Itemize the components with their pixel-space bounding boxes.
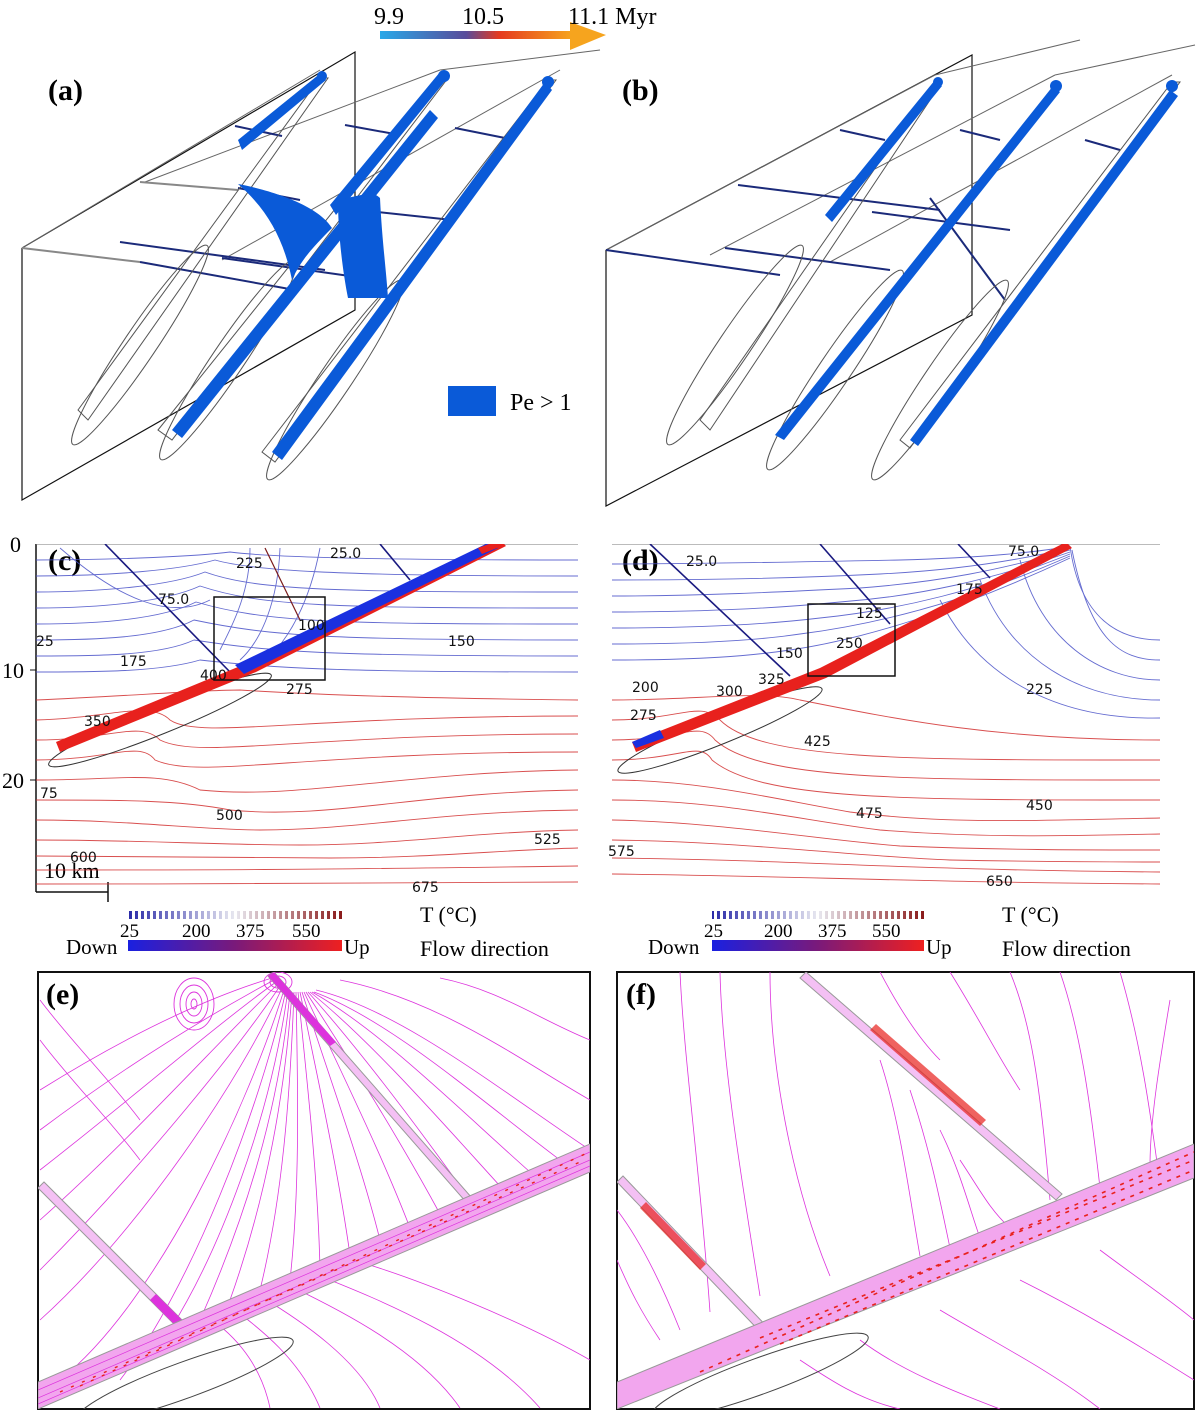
panel-c-label-175: 175 bbox=[120, 654, 147, 670]
panel-d-contour-labels: 25.0 75.0 175 125 250 150 325 300 200 27… bbox=[608, 544, 1053, 890]
panel-d-label-275: 275 bbox=[630, 708, 657, 724]
panel-d-label-650: 650 bbox=[986, 874, 1013, 890]
panel-c-colorbars: 25 200 375 550 Down Up T (°C) Flow direc… bbox=[66, 902, 549, 961]
panel-c-label-225: 225 bbox=[236, 556, 263, 572]
panel-a: (a) bbox=[21, 49, 601, 502]
panel-c-label-75: 75 bbox=[40, 786, 58, 802]
panel-d-label-225: 225 bbox=[1026, 682, 1053, 698]
time-label-end: 11.1 Myr bbox=[568, 4, 656, 30]
panel-b-wireframe bbox=[605, 39, 1196, 263]
panel-c-temp-tick-25: 25 bbox=[120, 921, 139, 942]
panel-d-label-450: 450 bbox=[1026, 798, 1053, 814]
time-label-start: 9.9 bbox=[374, 4, 404, 30]
panel-d-label-425: 425 bbox=[804, 734, 831, 750]
panel-f: (f) bbox=[616, 971, 1195, 1410]
pe-legend-swatch bbox=[448, 386, 496, 416]
panel-d-label-325: 325 bbox=[758, 672, 785, 688]
panel-c-label-25-0: 25.0 bbox=[330, 546, 361, 562]
panel-f-streamlines bbox=[617, 972, 1194, 1409]
panel-c-down-label: Down bbox=[66, 935, 118, 959]
time-colorbar: 9.9 10.5 11.1 Myr bbox=[374, 4, 656, 50]
panel-c-label-500: 500 bbox=[216, 808, 243, 824]
panel-d-label-125: 125 bbox=[856, 606, 883, 622]
panel-d-flow-colorbar bbox=[712, 940, 924, 951]
panel-d-label-250: 250 bbox=[836, 636, 863, 652]
panel-c-label-100: 100 bbox=[298, 618, 325, 634]
panel-d-label-300: 300 bbox=[716, 684, 743, 700]
panel-c-label-525: 525 bbox=[534, 832, 561, 848]
panel-a-section-frame bbox=[21, 50, 356, 502]
panel-c-up-label: Up bbox=[344, 935, 370, 959]
panel-d-label-75-0: 75.0 bbox=[1008, 544, 1039, 560]
panel-d-label-575: 575 bbox=[608, 844, 635, 860]
panel-b-cross-faults bbox=[605, 129, 1121, 301]
panel-b-pe-surfaces bbox=[775, 77, 1178, 446]
panel-c-label-75-0: 75.0 bbox=[158, 592, 189, 608]
panel-c-temp-tick-550: 550 bbox=[292, 921, 321, 942]
panel-c-depth-tick-10: 10 bbox=[2, 658, 24, 683]
panel-b-fault-outlines bbox=[666, 81, 1181, 481]
panel-c-depth-tick-20: 20 bbox=[2, 768, 24, 793]
panel-c-scale-label: 10 km bbox=[44, 858, 100, 883]
panel-a-pe-surfaces bbox=[172, 70, 554, 460]
panel-d-colorbars: 25 200 375 550 Down Up T (°C) Flow direc… bbox=[648, 902, 1131, 961]
panel-e: (e) bbox=[37, 971, 591, 1410]
panel-c-label-150: 150 bbox=[448, 634, 475, 650]
panel-e-label: (e) bbox=[46, 978, 79, 1011]
panel-d-cold-isotherms bbox=[612, 545, 1160, 719]
panel-d-flow-title: Flow direction bbox=[1002, 936, 1131, 961]
panel-f-label: (f) bbox=[626, 978, 656, 1011]
panel-d-main-fault bbox=[632, 544, 1072, 752]
panel-c-contour-labels: 225 25.0 75.0 100 150 25 175 400 275 350… bbox=[36, 546, 561, 896]
panel-c-temp-title: T (°C) bbox=[420, 902, 477, 927]
panel-b-label: (b) bbox=[622, 74, 659, 107]
panel-a-label: (a) bbox=[48, 74, 83, 107]
panel-d-up-label: Up bbox=[926, 935, 952, 959]
panel-d-temp-tick-200: 200 bbox=[764, 921, 793, 942]
panel-d-temp-tick-25: 25 bbox=[704, 921, 723, 942]
panel-c-temp-tick-375: 375 bbox=[236, 921, 265, 942]
panel-c-inset-box bbox=[213, 596, 326, 681]
panel-d: (d) bbox=[608, 544, 1160, 890]
panel-d-label-175: 175 bbox=[956, 582, 983, 598]
panel-d-label: (d) bbox=[622, 544, 659, 577]
panel-e-main-fault bbox=[38, 1143, 590, 1409]
panel-d-label-200: 200 bbox=[632, 680, 659, 696]
panel-d-inset-box bbox=[807, 603, 896, 677]
panel-d-label-25-0: 25.0 bbox=[686, 554, 717, 570]
panel-c-flow-colorbar bbox=[128, 940, 342, 951]
panel-d-label-475: 475 bbox=[856, 806, 883, 822]
panel-d-temp-title: T (°C) bbox=[1002, 902, 1059, 927]
time-label-mid: 10.5 bbox=[462, 4, 504, 30]
panel-d-warm-isotherms bbox=[612, 695, 1160, 885]
panel-c-depth-tick-0: 0 bbox=[10, 532, 21, 557]
panel-b: (b) bbox=[605, 39, 1196, 507]
panel-d-down-label: Down bbox=[648, 935, 700, 959]
panel-c-cold-isotherms bbox=[36, 547, 578, 673]
time-gradient-bar bbox=[380, 31, 572, 39]
panel-c-warm-isotherms bbox=[36, 689, 578, 885]
panel-c: (c) 0 10 20 10 km bbox=[2, 532, 578, 902]
panel-c-temp-tick-200: 200 bbox=[182, 921, 211, 942]
panel-d-temp-tick-375: 375 bbox=[818, 921, 847, 942]
panel-c-label-600: 600 bbox=[70, 850, 97, 866]
panel-f-main-fault bbox=[617, 1143, 1194, 1409]
panel-c-label-400: 400 bbox=[200, 668, 227, 684]
panel-c-flow-title: Flow direction bbox=[420, 936, 549, 961]
time-arrow-head bbox=[570, 22, 606, 50]
panel-c-label-675: 675 bbox=[412, 880, 439, 896]
panel-a-fault-outlines bbox=[71, 77, 557, 481]
panel-d-label-150: 150 bbox=[776, 646, 803, 662]
panel-d-temp-tick-550: 550 bbox=[872, 921, 901, 942]
pe-legend-label: Pe > 1 bbox=[510, 390, 572, 416]
panel-c-label: (c) bbox=[48, 544, 81, 577]
panel-c-label-275: 275 bbox=[286, 682, 313, 698]
panel-c-label-25: 25 bbox=[36, 634, 54, 650]
panel-c-label-350: 350 bbox=[84, 714, 111, 730]
